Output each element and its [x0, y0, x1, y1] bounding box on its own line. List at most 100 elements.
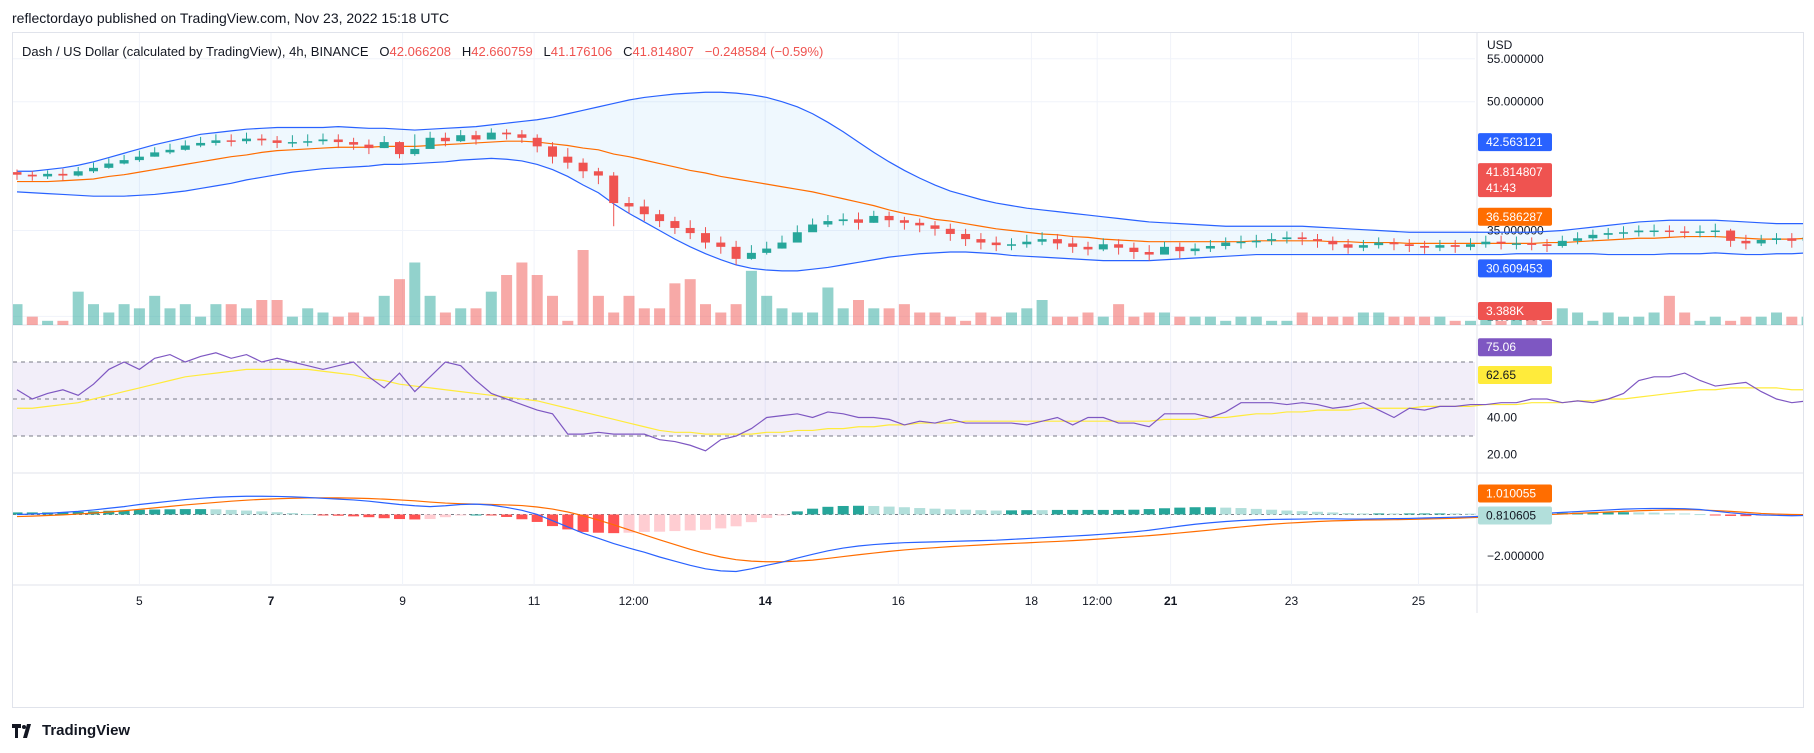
symbol-legend: Dash / US Dollar (calculated by TradingV… [22, 44, 823, 59]
macd-histogram-bar [960, 509, 972, 515]
macd-histogram-bar [1220, 507, 1232, 515]
candle-body [1098, 244, 1108, 250]
macd-histogram-bar [1097, 509, 1109, 515]
volume-bar [1801, 316, 1813, 325]
candle-body [502, 132, 512, 135]
candle-body [1527, 243, 1537, 245]
candle-body [226, 140, 236, 142]
candle-body [12, 172, 22, 175]
volume-bar [1342, 316, 1354, 325]
volume-bar [1786, 316, 1798, 325]
candle-body [991, 242, 1001, 246]
volume-bar [1648, 312, 1660, 325]
price-tick-label: 50.000000 [1487, 95, 1544, 109]
candle-body [1466, 244, 1475, 247]
tradingview-logo[interactable]: TradingView [12, 722, 130, 739]
macd-histogram-bar [1403, 513, 1415, 515]
macd-histogram-bar [1388, 513, 1400, 515]
volume-bar [944, 316, 956, 325]
candle-body [945, 228, 955, 234]
rsi-ma-value-label-text: 62.65 [1486, 368, 1516, 382]
candle-body [1129, 247, 1139, 252]
candle-body [961, 233, 971, 240]
candle-body [1603, 233, 1613, 235]
candle-body [792, 232, 802, 243]
volume-bar [1510, 316, 1522, 325]
countdown-text: 41:43 [1486, 181, 1516, 195]
candle-body [1007, 244, 1016, 246]
macd-histogram-bar [1602, 512, 1614, 515]
macd-histogram-bar [1663, 513, 1675, 515]
candle-body [1588, 234, 1598, 239]
volume-bar [1465, 320, 1476, 325]
volume-bar [608, 312, 620, 325]
candle-body [670, 221, 680, 228]
candle-body [89, 167, 98, 172]
x-tick-label: 25 [1412, 594, 1426, 608]
volume-price-label-text: 3.388K [1486, 304, 1524, 318]
macd-tick-label: −2.000000 [1487, 549, 1544, 563]
macd-histogram-bar [1740, 514, 1752, 517]
candle-body [150, 152, 160, 157]
candle-body [1221, 242, 1231, 246]
candle-body [1251, 240, 1261, 243]
candle-body [440, 137, 450, 142]
candle-body [639, 206, 649, 215]
macd-histogram-bar [57, 511, 69, 515]
volume-bar [1067, 316, 1079, 325]
volume-bar [1618, 316, 1629, 325]
volume-bar [730, 304, 742, 325]
candle-body [976, 239, 986, 243]
macd-histogram-bar [1679, 513, 1691, 515]
symbol-name: Dash / US Dollar (calculated by TradingV… [22, 44, 369, 59]
volume-bar [225, 304, 237, 325]
volume-bar [241, 308, 252, 325]
high-label: H [461, 44, 472, 59]
macd-signal-line [16, 497, 1814, 563]
volume-bar [271, 300, 283, 325]
currency-label: USD [1487, 38, 1513, 52]
volume-bar [822, 287, 834, 325]
volume-bar [960, 320, 972, 325]
candle-body [532, 137, 542, 147]
macd-histogram-bar [195, 509, 207, 515]
macd-histogram-bar [225, 509, 237, 515]
candle-body [1496, 241, 1506, 244]
macd-histogram-bar [501, 514, 513, 517]
volume-bar [1403, 316, 1415, 325]
macd-histogram-bar [1449, 513, 1461, 515]
candle-body [471, 135, 481, 140]
candle-body [1511, 243, 1521, 245]
volume-bar [868, 308, 880, 325]
macd-histogram-bar [317, 514, 329, 516]
macd-histogram-bar [837, 505, 849, 515]
volume-bar [761, 295, 773, 325]
chart-container[interactable]: 5 7 9 11 12:00 14 16 18 12:00 21 23 25 USD 55.000000 5… [11, 32, 1814, 708]
volume-bar [501, 275, 513, 325]
candle-body [701, 233, 710, 243]
macd-histogram-bar [1434, 513, 1446, 515]
volume-bar [1771, 312, 1782, 325]
volume-bar [1449, 320, 1461, 325]
volume-bar [470, 308, 482, 325]
x-tick-label: 9 [399, 594, 406, 608]
bollinger-basis-line [17, 140, 1814, 245]
volume-bar [669, 283, 681, 325]
macd-histogram-bar [1006, 510, 1017, 515]
volume-bar [1082, 312, 1094, 325]
rsi-tick-label: 40.00 [1487, 411, 1517, 425]
x-tick-label: 18 [1025, 594, 1039, 608]
volume-bar [88, 304, 99, 325]
volume-bar [1143, 312, 1155, 325]
candle-body [1022, 241, 1032, 245]
volume-bar [1159, 312, 1170, 325]
candle-body [425, 137, 435, 149]
volume-bar [11, 304, 23, 325]
macd-histogram-bar [455, 514, 467, 516]
candle-body [1328, 240, 1338, 245]
last-price-bg [1478, 163, 1552, 198]
macd-histogram-bar [592, 514, 604, 533]
volume-bar [745, 270, 757, 325]
volume-bar [195, 316, 207, 325]
